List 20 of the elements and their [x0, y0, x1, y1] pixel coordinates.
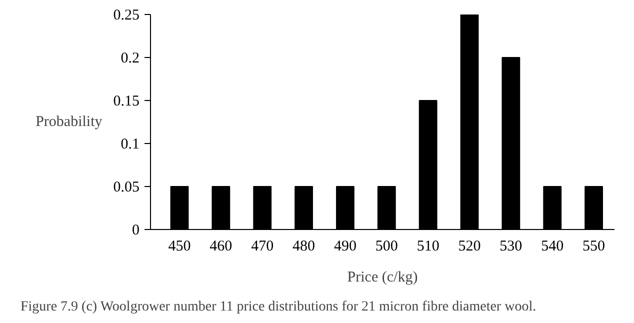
y-tick-label: 0.05: [113, 180, 140, 196]
y-tick-label: 0: [132, 222, 140, 238]
x-tick-label: 500: [375, 238, 398, 254]
x-tick-label: 480: [292, 238, 316, 254]
x-tick-label: 510: [416, 238, 440, 254]
x-tick-label: 450: [168, 238, 191, 254]
x-tick-label: 520: [458, 238, 481, 254]
x-tick-label: 530: [500, 238, 522, 254]
caption: Figure 7.9 (c) Woolgrower number 11 price distributions for 21 micron fibre diameter wool.: [20, 300, 536, 314]
y-tick-label: 0.2: [120, 50, 140, 66]
x-tick-label: 540: [541, 238, 564, 254]
y-tick-label: 0.15: [113, 94, 140, 110]
x-axis-title: Price (c/kg): [347, 270, 418, 286]
x-tick-label: 460: [210, 238, 232, 254]
x-tick-label: 490: [334, 238, 356, 254]
x-tick-label: 470: [251, 238, 274, 254]
y-tick-label: 0.25: [113, 8, 140, 24]
y-axis-title: Probability: [36, 114, 103, 130]
y-tick-label: 0.1: [120, 136, 140, 152]
x-tick-label: 550: [582, 238, 606, 254]
